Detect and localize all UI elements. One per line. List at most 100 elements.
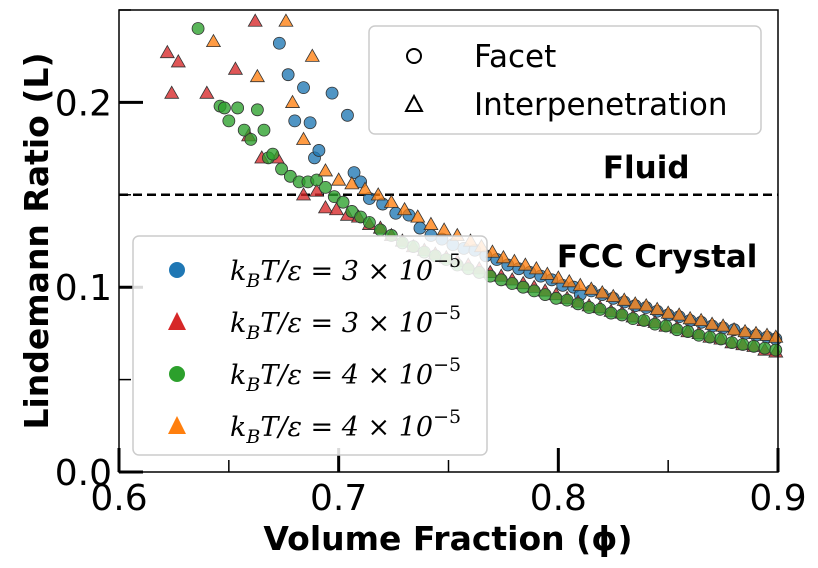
data-point — [331, 172, 347, 186]
data-point — [605, 288, 621, 303]
data-point — [347, 166, 361, 180]
data-point — [768, 329, 784, 343]
y-tick-label: 0.0 — [55, 453, 112, 494]
data-point — [671, 307, 687, 321]
data-point — [582, 301, 596, 314]
data-point — [538, 288, 552, 301]
data-point — [572, 277, 588, 291]
data-point — [310, 173, 324, 187]
x-tick-label: 0.7 — [310, 478, 367, 519]
data-point — [383, 194, 399, 208]
data-point — [325, 86, 339, 100]
data-point — [549, 291, 563, 305]
data-point — [626, 312, 640, 326]
data-point — [604, 306, 618, 320]
data-point — [560, 293, 574, 307]
data-point — [594, 285, 610, 299]
data-point — [516, 280, 530, 294]
data-point — [227, 61, 244, 75]
data-point — [659, 319, 673, 333]
data-point — [413, 221, 427, 235]
data-point — [336, 195, 350, 209]
data-point — [714, 332, 728, 346]
data-point — [284, 94, 301, 108]
data-point — [693, 312, 709, 327]
series-legend-box — [132, 235, 488, 456]
data-point — [692, 328, 706, 342]
x-tick-label: 0.8 — [530, 478, 587, 519]
data-point — [281, 68, 295, 82]
data-point — [616, 292, 632, 306]
data-point — [638, 297, 654, 312]
fcc-crystal-label: FCC Crystal — [557, 239, 758, 275]
marker-legend: Facet Interpenetration — [368, 25, 762, 135]
data-point — [539, 266, 555, 280]
data-point — [295, 131, 312, 145]
data-point — [748, 325, 764, 339]
data-point — [191, 22, 205, 35]
data-point — [257, 123, 271, 137]
data-point — [250, 103, 264, 117]
data-point — [737, 323, 753, 338]
data-point — [396, 201, 413, 216]
data-point — [159, 44, 175, 59]
data-point — [583, 281, 599, 295]
legend-series-circle-icon — [169, 262, 185, 278]
data-point — [682, 310, 698, 325]
data-point — [317, 163, 334, 177]
y-tick-label: 0.1 — [55, 268, 112, 309]
legend-series-triangle-icon — [168, 416, 186, 434]
x-axis-title: Volume Fraction (ϕ) — [263, 519, 632, 558]
data-point — [303, 116, 317, 130]
marker-legend-box — [368, 25, 762, 135]
data-point — [550, 270, 566, 284]
axes: 0.6 0.7 0.8 0.9 0.0 0.1 0.2 — [55, 9, 807, 519]
data-point — [528, 261, 544, 275]
data-point — [218, 101, 231, 115]
data-point — [278, 13, 294, 27]
data-point — [237, 123, 251, 137]
data-point — [170, 54, 186, 68]
data-point — [328, 201, 345, 216]
data-point — [758, 341, 772, 355]
data-point — [199, 85, 215, 99]
data-point — [288, 114, 302, 128]
data-point — [494, 273, 508, 287]
legend-triangle-icon — [404, 93, 424, 112]
data-point — [363, 216, 376, 229]
data-point — [341, 108, 354, 122]
data-point — [670, 323, 684, 337]
marker-legend-label: Facet — [474, 39, 556, 75]
series-legend: kBT/ε = 3 × 10−5 kBT/ε = 3 × 10−5 kBT/ε = … — [132, 235, 488, 456]
data-point — [704, 316, 720, 330]
legend-series-circle-icon — [169, 366, 185, 382]
fluid-label: Fluid — [603, 150, 690, 186]
data-point — [247, 13, 263, 27]
data-point — [593, 302, 607, 316]
data-point — [222, 114, 236, 128]
series-legend-label: kBT/ε = 3 × 10−5 — [230, 302, 461, 344]
series-4 — [205, 13, 784, 343]
data-point — [517, 257, 533, 271]
data-point — [344, 176, 360, 190]
series-legend-label: kBT/ε = 4 × 10−5 — [230, 406, 461, 448]
data-point — [164, 85, 180, 99]
data-point — [231, 101, 245, 115]
data-point — [726, 321, 742, 336]
data-point — [319, 181, 332, 194]
data-point — [527, 284, 541, 298]
legend-series-triangle-icon — [168, 312, 186, 330]
data-point — [297, 81, 310, 95]
data-point — [484, 244, 501, 258]
data-point — [423, 216, 439, 230]
data-point — [736, 338, 750, 351]
y-axis-title: Lindemann Ratio (L) — [17, 52, 56, 429]
data-point — [370, 187, 386, 201]
data-point — [561, 273, 577, 288]
x-tick-label: 0.9 — [749, 478, 806, 519]
data-point — [627, 296, 643, 310]
series-legend-label: kBT/ε = 4 × 10−5 — [230, 354, 461, 396]
data-point — [571, 297, 585, 311]
data-point — [304, 48, 320, 62]
